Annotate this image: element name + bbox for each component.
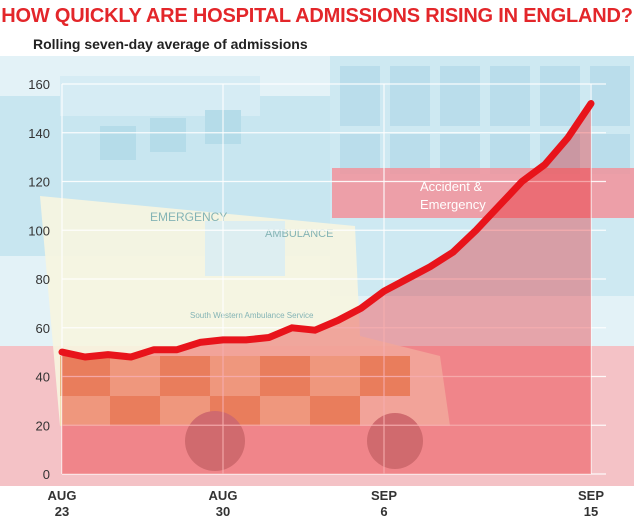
sign-line-1: Accident &: [420, 179, 482, 194]
y-tick-label-5: 100: [28, 223, 50, 238]
background-photo: Accident & Emergency EMERGENCY AMBULANCE…: [0, 56, 634, 486]
y-tick-label-7: 140: [28, 126, 50, 141]
chart-subtitle: Rolling seven-day average of admissions: [33, 36, 308, 52]
ambulance-service-text: South Western Ambulance Service: [190, 311, 314, 320]
area-fill: [62, 103, 591, 474]
y-tick-label-4: 80: [36, 272, 50, 287]
x-tick-month-2: SEP: [371, 488, 397, 503]
series-area: [62, 103, 591, 474]
y-tick-label-3: 60: [36, 321, 50, 336]
series-line: [58, 100, 595, 361]
ambulance-top-text: EMERGENCY: [150, 210, 227, 224]
x-tick-day-3: 15: [584, 504, 598, 519]
y-tick-label-1: 20: [36, 418, 50, 433]
y-tick-label-2: 40: [36, 370, 50, 385]
y-tick-label-0: 0: [43, 467, 50, 482]
ambulance-side-text: AMBULANCE: [265, 228, 333, 240]
series-line-path: [58, 100, 595, 361]
x-tick-month-0: AUG: [48, 488, 77, 503]
x-tick-day-1: 30: [216, 504, 230, 519]
chart-title: HOW QUICKLY ARE HOSPITAL ADMISSIONS RISI…: [1, 5, 633, 27]
y-tick-label-8: 160: [28, 77, 50, 92]
x-tick-month-3: SEP: [578, 488, 604, 503]
y-axis-ticks: 0 20 40 60 80 100 120 140 160: [28, 77, 50, 482]
y-tick-label-6: 120: [28, 175, 50, 190]
grid-lines: [61, 83, 606, 475]
x-tick-month-1: AUG: [209, 488, 238, 503]
sign-line-2: Emergency: [420, 197, 486, 212]
x-tick-day-2: 6: [380, 504, 387, 519]
x-tick-day-0: 23: [55, 504, 69, 519]
